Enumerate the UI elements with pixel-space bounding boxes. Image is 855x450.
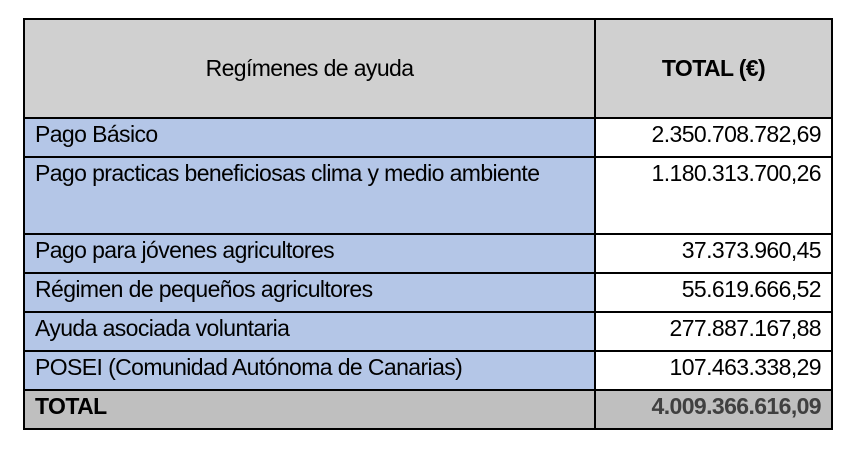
row: Ayuda asociada voluntaria 277.887.167,88 [23,311,833,352]
cell: POSEI (Comunidad Autónoma de Canarias) [23,350,596,391]
aid-table: Regímenes de ayuda TOTAL (€) Pago Básico… [23,18,833,430]
cell: Pago para jóvenes agricultores [23,233,596,274]
header-cell: Regímenes de ayuda [23,18,596,119]
row: Pago para jóvenes agricultores 37.373.960… [23,233,833,274]
total-value: 4.009.366.616,09 [594,389,833,430]
total-row: TOTAL 4.009.366.616,09 [23,389,833,430]
row: Pago Básico 2.350.708.782,69 [23,117,833,158]
row: POSEI (Comunidad Autónoma de Canarias) 10… [23,350,833,391]
cell: 107.463.338,29 [594,350,833,391]
row: Pago practicas beneficiosas clima y medi… [23,156,833,235]
cell: Pago practicas beneficiosas clima y medi… [23,156,596,235]
cell: Pago Básico [23,117,596,158]
cell: Régimen de pequeños agricultores [23,272,596,313]
row: Régimen de pequeños agricultores 55.619.6… [23,272,833,313]
cell: 55.619.666,52 [594,272,833,313]
cell: 1.180.313.700,26 [594,156,833,235]
header-row: Regímenes de ayuda TOTAL (€) [23,18,833,119]
cell: 37.373.960,45 [594,233,833,274]
cell: Ayuda asociada voluntaria [23,311,596,352]
cell: 277.887.167,88 [594,311,833,352]
header-cell: TOTAL (€) [594,18,833,119]
cell: 2.350.708.782,69 [594,117,833,158]
total-label: TOTAL [23,389,596,430]
